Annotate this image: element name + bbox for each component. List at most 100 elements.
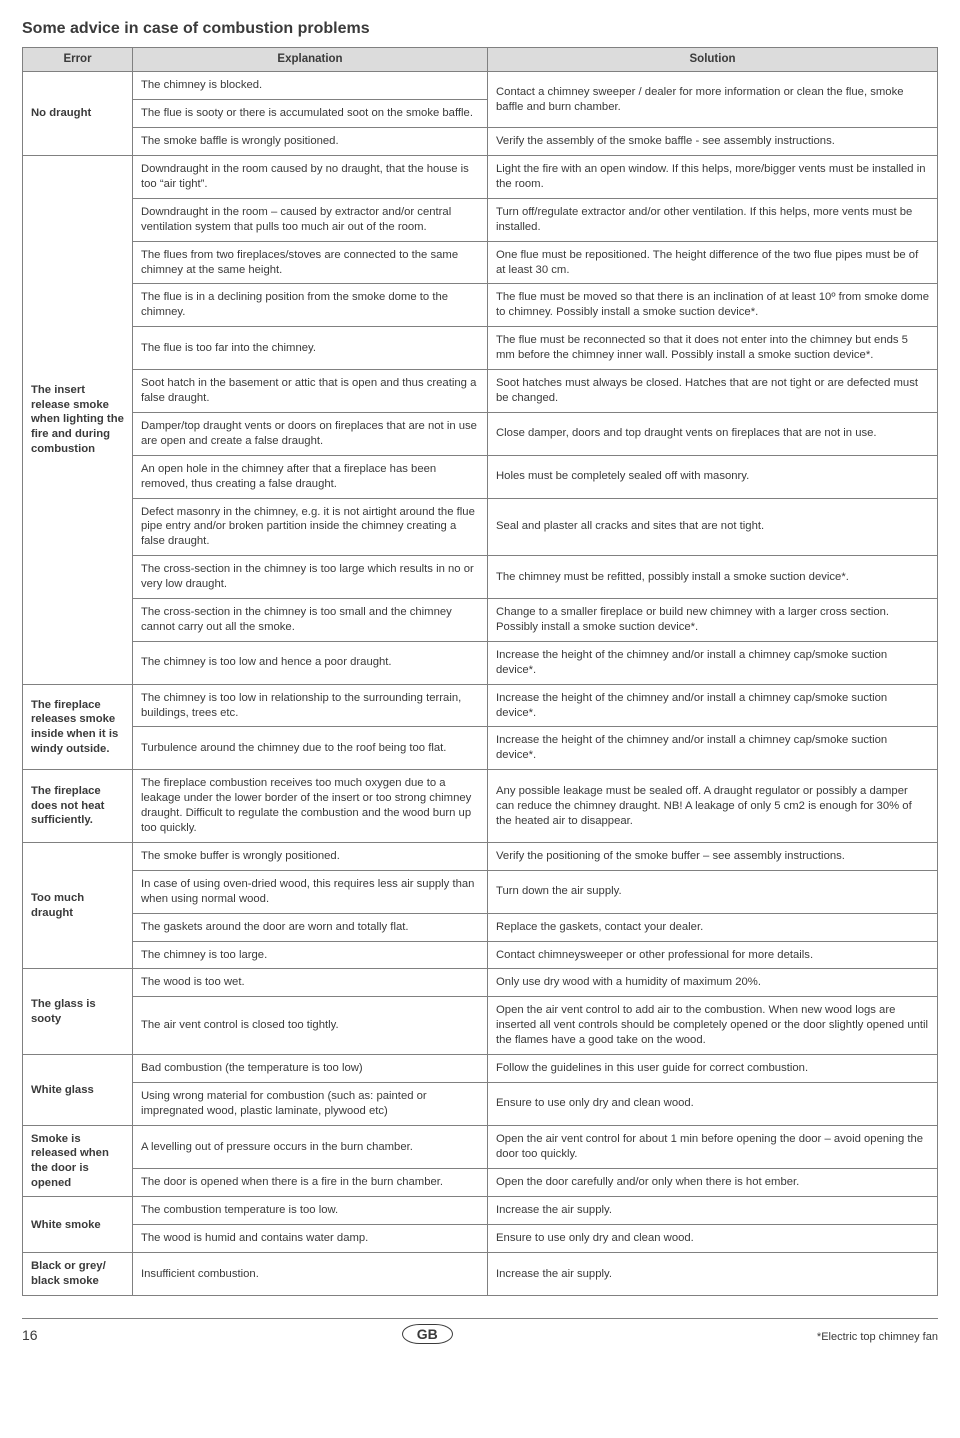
table-row: The door is opened when there is a fire …	[23, 1169, 938, 1197]
solution-cell: Ensure to use only dry and clean wood.	[488, 1225, 938, 1253]
solution-cell: Open the door carefully and/or only when…	[488, 1169, 938, 1197]
table-row: Damper/top draught vents or doors on fir…	[23, 412, 938, 455]
table-row: Soot hatch in the basement or attic that…	[23, 370, 938, 413]
solution-cell: Contact chimneysweeper or other professi…	[488, 941, 938, 969]
explanation-cell: The chimney is too large.	[133, 941, 488, 969]
table-row: The wood is humid and contains water dam…	[23, 1225, 938, 1253]
error-cell: White smoke	[23, 1197, 133, 1253]
explanation-cell: Soot hatch in the basement or attic that…	[133, 370, 488, 413]
solution-cell: Light the fire with an open window. If t…	[488, 156, 938, 199]
solution-cell: Verify the assembly of the smoke baffle …	[488, 128, 938, 156]
explanation-cell: Damper/top draught vents or doors on fir…	[133, 412, 488, 455]
solution-cell: Turn off/regulate extractor and/or other…	[488, 198, 938, 241]
explanation-cell: Defect masonry in the chimney, e.g. it i…	[133, 498, 488, 556]
solution-cell: Close damper, doors and top draught vent…	[488, 412, 938, 455]
explanation-cell: The smoke buffer is wrongly positioned.	[133, 842, 488, 870]
table-row: The air vent control is closed too tight…	[23, 997, 938, 1055]
solution-cell: Open the air vent control for about 1 mi…	[488, 1125, 938, 1168]
explanation-cell: In case of using oven-dried wood, this r…	[133, 870, 488, 913]
error-cell: Too much draught	[23, 842, 133, 969]
table-header-row: Error Explanation Solution	[23, 48, 938, 72]
solution-cell: Verify the positioning of the smoke buff…	[488, 842, 938, 870]
explanation-cell: The flues from two fireplaces/stoves are…	[133, 241, 488, 284]
solution-cell: Any possible leakage must be sealed off.…	[488, 770, 938, 843]
solution-cell: Holes must be completely sealed off with…	[488, 455, 938, 498]
solution-cell: The chimney must be refitted, possibly i…	[488, 556, 938, 599]
error-cell: Black or grey/ black smoke	[23, 1253, 133, 1295]
error-cell: The glass is sooty	[23, 969, 133, 1055]
table-row: Turbulence around the chimney due to the…	[23, 727, 938, 770]
solution-cell: Increase the air supply.	[488, 1197, 938, 1225]
error-cell: The insert release smoke when lighting t…	[23, 156, 133, 685]
table-row: The gaskets around the door are worn and…	[23, 913, 938, 941]
solution-cell: Soot hatches must always be closed. Hatc…	[488, 370, 938, 413]
explanation-cell: The flue is in a declining position from…	[133, 284, 488, 327]
solution-cell: Open the air vent control to add air to …	[488, 997, 938, 1055]
explanation-cell: Downdraught in the room – caused by extr…	[133, 198, 488, 241]
solution-cell: Change to a smaller fireplace or build n…	[488, 599, 938, 642]
table-row: The glass is sootyThe wood is too wet.On…	[23, 969, 938, 997]
solution-cell: Only use dry wood with a humidity of max…	[488, 969, 938, 997]
explanation-cell: A levelling out of pressure occurs in th…	[133, 1125, 488, 1168]
table-row: Too much draughtThe smoke buffer is wron…	[23, 842, 938, 870]
solution-cell: Increase the height of the chimney and/o…	[488, 727, 938, 770]
country-badge: GB	[402, 1324, 453, 1345]
table-row: The fireplace does not heat sufficiently…	[23, 770, 938, 843]
table-row: Black or grey/ black smokeInsufficient c…	[23, 1253, 938, 1295]
solution-cell: Increase the air supply.	[488, 1253, 938, 1295]
explanation-cell: Using wrong material for combustion (suc…	[133, 1082, 488, 1125]
table-row: No draughtThe chimney is blocked.Contact…	[23, 72, 938, 100]
table-row: The flue is too far into the chimney.The…	[23, 327, 938, 370]
error-cell: The fireplace releases smoke inside when…	[23, 684, 133, 770]
explanation-cell: The air vent control is closed too tight…	[133, 997, 488, 1055]
explanation-cell: Insufficient combustion.	[133, 1253, 488, 1295]
explanation-cell: Bad combustion (the temperature is too l…	[133, 1055, 488, 1083]
table-row: The cross-section in the chimney is too …	[23, 599, 938, 642]
solution-cell: One flue must be repositioned. The heigh…	[488, 241, 938, 284]
table-row: An open hole in the chimney after that a…	[23, 455, 938, 498]
header-error: Error	[23, 48, 133, 72]
table-row: The chimney is too low and hence a poor …	[23, 641, 938, 684]
explanation-cell: The flue is too far into the chimney.	[133, 327, 488, 370]
explanation-cell: The chimney is too low in relationship t…	[133, 684, 488, 727]
solution-cell: Seal and plaster all cracks and sites th…	[488, 498, 938, 556]
explanation-cell: The cross-section in the chimney is too …	[133, 599, 488, 642]
solution-cell: Contact a chimney sweeper / dealer for m…	[488, 72, 938, 128]
solution-cell: Follow the guidelines in this user guide…	[488, 1055, 938, 1083]
explanation-cell: The fireplace combustion receives too mu…	[133, 770, 488, 843]
table-row: The fireplace releases smoke inside when…	[23, 684, 938, 727]
table-row: The flues from two fireplaces/stoves are…	[23, 241, 938, 284]
explanation-cell: The gaskets around the door are worn and…	[133, 913, 488, 941]
solution-cell: The flue must be reconnected so that it …	[488, 327, 938, 370]
page-title: Some advice in case of combustion proble…	[22, 18, 938, 39]
solution-cell: Increase the height of the chimney and/o…	[488, 641, 938, 684]
explanation-cell: The smoke baffle is wrongly positioned.	[133, 128, 488, 156]
solution-cell: Replace the gaskets, contact your dealer…	[488, 913, 938, 941]
header-solution: Solution	[488, 48, 938, 72]
table-row: Smoke is released when the door is opene…	[23, 1125, 938, 1168]
explanation-cell: The flue is sooty or there is accumulate…	[133, 100, 488, 128]
error-cell: White glass	[23, 1055, 133, 1126]
solution-cell: Ensure to use only dry and clean wood.	[488, 1082, 938, 1125]
troubleshoot-table: Error Explanation Solution No draughtThe…	[22, 47, 938, 1296]
solution-cell: Turn down the air supply.	[488, 870, 938, 913]
explanation-cell: An open hole in the chimney after that a…	[133, 455, 488, 498]
error-cell: The fireplace does not heat sufficiently…	[23, 770, 133, 843]
table-row: The insert release smoke when lighting t…	[23, 156, 938, 199]
error-cell: No draught	[23, 72, 133, 156]
footnote: *Electric top chimney fan	[817, 1330, 938, 1345]
explanation-cell: The door is opened when there is a fire …	[133, 1169, 488, 1197]
table-row: The cross-section in the chimney is too …	[23, 556, 938, 599]
header-explanation: Explanation	[133, 48, 488, 72]
table-row: Using wrong material for combustion (suc…	[23, 1082, 938, 1125]
table-row: Defect masonry in the chimney, e.g. it i…	[23, 498, 938, 556]
table-row: The chimney is too large.Contact chimney…	[23, 941, 938, 969]
solution-cell: Increase the height of the chimney and/o…	[488, 684, 938, 727]
table-row: White glassBad combustion (the temperatu…	[23, 1055, 938, 1083]
explanation-cell: The chimney is too low and hence a poor …	[133, 641, 488, 684]
table-row: The flue is in a declining position from…	[23, 284, 938, 327]
table-row: Downdraught in the room – caused by extr…	[23, 198, 938, 241]
table-row: The smoke baffle is wrongly positioned.V…	[23, 128, 938, 156]
table-row: In case of using oven-dried wood, this r…	[23, 870, 938, 913]
explanation-cell: The wood is too wet.	[133, 969, 488, 997]
